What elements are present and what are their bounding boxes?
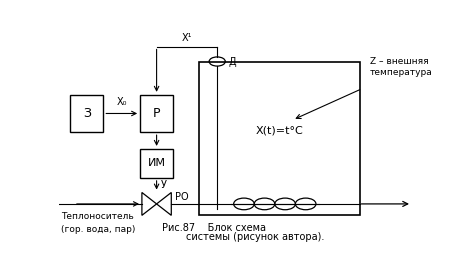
Text: З: З <box>83 107 91 120</box>
Text: Рис.87    Блок схема: Рис.87 Блок схема <box>162 223 266 233</box>
FancyBboxPatch shape <box>70 95 103 132</box>
Text: (гор. вода, пар): (гор. вода, пар) <box>61 225 136 234</box>
Text: X(t)=t°C: X(t)=t°C <box>256 126 303 136</box>
FancyBboxPatch shape <box>140 95 173 132</box>
Text: РО: РО <box>175 192 189 202</box>
FancyBboxPatch shape <box>199 62 360 215</box>
Text: X¹: X¹ <box>182 33 192 43</box>
Text: У: У <box>161 180 167 190</box>
Text: Д: Д <box>229 56 237 66</box>
Text: ИМ: ИМ <box>147 158 165 168</box>
Text: системы (рисунок автора).: системы (рисунок автора). <box>186 232 324 242</box>
FancyBboxPatch shape <box>140 149 173 178</box>
Text: X₀: X₀ <box>117 97 127 107</box>
Text: Теплоноситель: Теплоноситель <box>61 212 134 221</box>
Text: Р: Р <box>153 107 160 120</box>
Text: Z – внешняя
температура: Z – внешняя температура <box>370 57 432 77</box>
